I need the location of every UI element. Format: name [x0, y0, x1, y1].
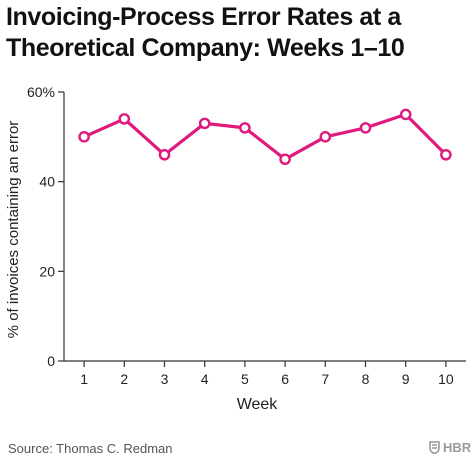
series-line [82, 112, 448, 161]
data-point [239, 122, 251, 134]
x-tick-label: 3 [161, 371, 169, 387]
hbr-logo: HBR [429, 440, 471, 455]
data-point [440, 148, 452, 161]
data-point [118, 113, 131, 125]
x-axis-title: Week [237, 396, 279, 413]
x-tick-label: 1 [80, 371, 88, 387]
x-tick-label: 9 [402, 371, 410, 387]
data-point [78, 131, 90, 143]
y-tick-label: 40 [39, 174, 55, 190]
x-tick-label: 10 [438, 371, 454, 387]
logo-text: HBR [443, 440, 472, 455]
x-tick-label: 6 [281, 371, 289, 387]
data-point [319, 131, 332, 143]
x-tick-label: 7 [321, 371, 329, 387]
y-tick-label: 0 [47, 353, 55, 369]
chart-title: Invoicing-Process Error Rates at a Theor… [6, 3, 405, 62]
data-point [359, 122, 372, 134]
y-tick-label: 20 [39, 263, 55, 279]
y-tick-label: 60% [27, 84, 55, 100]
data-point [279, 153, 291, 166]
source-note: Source: Thomas C. Redman [8, 441, 173, 456]
data-point [198, 117, 211, 130]
data-point [399, 108, 412, 121]
x-tick-label: 8 [362, 371, 370, 387]
y-axis-title: % of invoices containing an error [5, 121, 22, 339]
shield-icon [429, 441, 440, 454]
x-tick-label: 4 [201, 371, 209, 387]
x-tick-label: 2 [120, 371, 128, 387]
x-tick-label: 5 [241, 371, 249, 387]
data-point [158, 148, 171, 161]
